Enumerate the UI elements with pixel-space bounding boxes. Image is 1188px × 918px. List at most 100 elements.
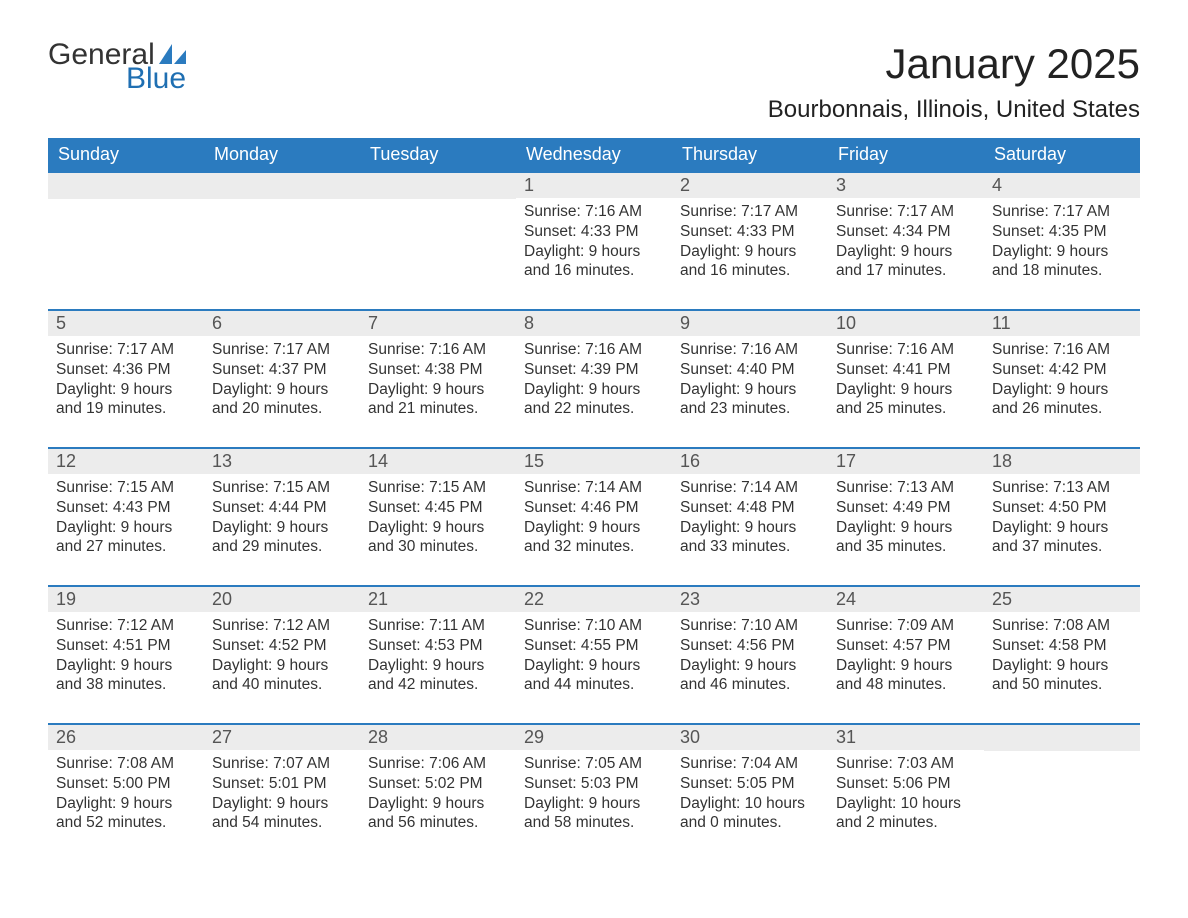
day-cell: [204, 173, 360, 291]
day-cell: 1Sunrise: 7:16 AMSunset: 4:33 PMDaylight…: [516, 173, 672, 291]
daylight-line1: Daylight: 9 hours: [56, 656, 196, 676]
day-number: 4: [984, 173, 1140, 198]
day-cell: 3Sunrise: 7:17 AMSunset: 4:34 PMDaylight…: [828, 173, 984, 291]
sunset: Sunset: 4:39 PM: [524, 360, 664, 380]
day-number: 24: [828, 587, 984, 612]
sunrise: Sunrise: 7:17 AM: [212, 340, 352, 360]
day-cell: [984, 725, 1140, 843]
day-cell: 26Sunrise: 7:08 AMSunset: 5:00 PMDayligh…: [48, 725, 204, 843]
day-cell: 27Sunrise: 7:07 AMSunset: 5:01 PMDayligh…: [204, 725, 360, 843]
day-content: Sunrise: 7:13 AMSunset: 4:49 PMDaylight:…: [828, 474, 984, 563]
daylight-line1: Daylight: 9 hours: [368, 794, 508, 814]
sunset: Sunset: 4:36 PM: [56, 360, 196, 380]
sunset: Sunset: 4:38 PM: [368, 360, 508, 380]
logo: General Blue: [48, 40, 187, 94]
weekday-header: Thursday: [672, 138, 828, 171]
day-content: Sunrise: 7:12 AMSunset: 4:52 PMDaylight:…: [204, 612, 360, 701]
day-number: 14: [360, 449, 516, 474]
calendar: SundayMondayTuesdayWednesdayThursdayFrid…: [48, 138, 1140, 843]
day-content: Sunrise: 7:10 AMSunset: 4:55 PMDaylight:…: [516, 612, 672, 701]
sunrise: Sunrise: 7:16 AM: [524, 340, 664, 360]
week-row: 19Sunrise: 7:12 AMSunset: 4:51 PMDayligh…: [48, 585, 1140, 705]
sunset: Sunset: 4:33 PM: [524, 222, 664, 242]
day-cell: 8Sunrise: 7:16 AMSunset: 4:39 PMDaylight…: [516, 311, 672, 429]
daylight-line2: and 50 minutes.: [992, 675, 1132, 695]
day-number: 1: [516, 173, 672, 198]
day-content: Sunrise: 7:08 AMSunset: 5:00 PMDaylight:…: [48, 750, 204, 839]
day-cell: 18Sunrise: 7:13 AMSunset: 4:50 PMDayligh…: [984, 449, 1140, 567]
sunrise: Sunrise: 7:16 AM: [680, 340, 820, 360]
day-number: 11: [984, 311, 1140, 336]
day-number: 10: [828, 311, 984, 336]
sunset: Sunset: 4:35 PM: [992, 222, 1132, 242]
sunrise: Sunrise: 7:09 AM: [836, 616, 976, 636]
day-cell: 7Sunrise: 7:16 AMSunset: 4:38 PMDaylight…: [360, 311, 516, 429]
day-number: [984, 725, 1140, 751]
day-content: Sunrise: 7:08 AMSunset: 4:58 PMDaylight:…: [984, 612, 1140, 701]
sunset: Sunset: 4:41 PM: [836, 360, 976, 380]
daylight-line2: and 40 minutes.: [212, 675, 352, 695]
daylight-line1: Daylight: 9 hours: [680, 380, 820, 400]
day-cell: 25Sunrise: 7:08 AMSunset: 4:58 PMDayligh…: [984, 587, 1140, 705]
sunrise: Sunrise: 7:07 AM: [212, 754, 352, 774]
day-content: Sunrise: 7:07 AMSunset: 5:01 PMDaylight:…: [204, 750, 360, 839]
daylight-line1: Daylight: 9 hours: [680, 242, 820, 262]
daylight-line2: and 46 minutes.: [680, 675, 820, 695]
daylight-line1: Daylight: 9 hours: [212, 518, 352, 538]
day-content: Sunrise: 7:14 AMSunset: 4:48 PMDaylight:…: [672, 474, 828, 563]
daylight-line2: and 17 minutes.: [836, 261, 976, 281]
daylight-line1: Daylight: 9 hours: [368, 656, 508, 676]
sunset: Sunset: 5:03 PM: [524, 774, 664, 794]
day-content: Sunrise: 7:17 AMSunset: 4:36 PMDaylight:…: [48, 336, 204, 425]
month-title: January 2025: [768, 40, 1140, 88]
sunset: Sunset: 4:50 PM: [992, 498, 1132, 518]
sunrise: Sunrise: 7:16 AM: [992, 340, 1132, 360]
daylight-line2: and 32 minutes.: [524, 537, 664, 557]
day-content: Sunrise: 7:10 AMSunset: 4:56 PMDaylight:…: [672, 612, 828, 701]
daylight-line1: Daylight: 9 hours: [836, 518, 976, 538]
daylight-line2: and 23 minutes.: [680, 399, 820, 419]
daylight-line2: and 33 minutes.: [680, 537, 820, 557]
week-row: 5Sunrise: 7:17 AMSunset: 4:36 PMDaylight…: [48, 309, 1140, 429]
day-content: Sunrise: 7:15 AMSunset: 4:45 PMDaylight:…: [360, 474, 516, 563]
day-cell: 24Sunrise: 7:09 AMSunset: 4:57 PMDayligh…: [828, 587, 984, 705]
daylight-line2: and 27 minutes.: [56, 537, 196, 557]
header: General Blue January 2025 Bourbonnais, I…: [48, 40, 1140, 124]
sunrise: Sunrise: 7:14 AM: [524, 478, 664, 498]
daylight-line2: and 48 minutes.: [836, 675, 976, 695]
day-cell: 5Sunrise: 7:17 AMSunset: 4:36 PMDaylight…: [48, 311, 204, 429]
day-content: Sunrise: 7:05 AMSunset: 5:03 PMDaylight:…: [516, 750, 672, 839]
sunset: Sunset: 4:37 PM: [212, 360, 352, 380]
sunset: Sunset: 4:48 PM: [680, 498, 820, 518]
sunrise: Sunrise: 7:08 AM: [56, 754, 196, 774]
daylight-line2: and 19 minutes.: [56, 399, 196, 419]
daylight-line2: and 2 minutes.: [836, 813, 976, 833]
sunset: Sunset: 4:56 PM: [680, 636, 820, 656]
day-number: 21: [360, 587, 516, 612]
day-cell: 22Sunrise: 7:10 AMSunset: 4:55 PMDayligh…: [516, 587, 672, 705]
daylight-line2: and 20 minutes.: [212, 399, 352, 419]
day-cell: 29Sunrise: 7:05 AMSunset: 5:03 PMDayligh…: [516, 725, 672, 843]
daylight-line1: Daylight: 9 hours: [836, 380, 976, 400]
day-cell: 30Sunrise: 7:04 AMSunset: 5:05 PMDayligh…: [672, 725, 828, 843]
daylight-line1: Daylight: 9 hours: [524, 380, 664, 400]
day-number: 16: [672, 449, 828, 474]
weekday-header: Wednesday: [516, 138, 672, 171]
day-content: Sunrise: 7:16 AMSunset: 4:39 PMDaylight:…: [516, 336, 672, 425]
daylight-line2: and 21 minutes.: [368, 399, 508, 419]
day-number: [204, 173, 360, 199]
day-cell: 19Sunrise: 7:12 AMSunset: 4:51 PMDayligh…: [48, 587, 204, 705]
sunrise: Sunrise: 7:13 AM: [836, 478, 976, 498]
weekday-header: Tuesday: [360, 138, 516, 171]
sunrise: Sunrise: 7:15 AM: [212, 478, 352, 498]
day-number: 6: [204, 311, 360, 336]
day-number: 5: [48, 311, 204, 336]
day-number: 17: [828, 449, 984, 474]
daylight-line2: and 30 minutes.: [368, 537, 508, 557]
day-number: 20: [204, 587, 360, 612]
daylight-line1: Daylight: 10 hours: [680, 794, 820, 814]
sunset: Sunset: 5:01 PM: [212, 774, 352, 794]
sunrise: Sunrise: 7:15 AM: [368, 478, 508, 498]
day-content: Sunrise: 7:09 AMSunset: 4:57 PMDaylight:…: [828, 612, 984, 701]
daylight-line1: Daylight: 9 hours: [524, 242, 664, 262]
